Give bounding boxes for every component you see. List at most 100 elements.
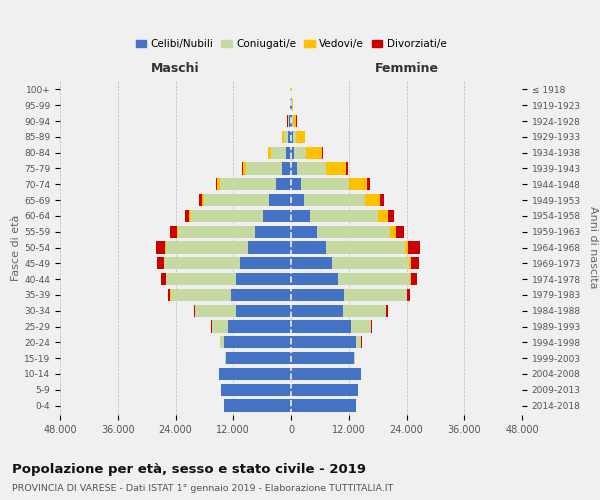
- Bar: [165, 242, 166, 254]
- Bar: [229, 320, 291, 332]
- Bar: [289, 115, 291, 127]
- Bar: [386, 304, 388, 317]
- Bar: [410, 257, 419, 270]
- Bar: [168, 288, 170, 301]
- Bar: [291, 336, 356, 348]
- Bar: [199, 194, 202, 206]
- Bar: [155, 242, 165, 254]
- Bar: [263, 210, 291, 222]
- Bar: [291, 194, 304, 206]
- Bar: [291, 352, 353, 364]
- Bar: [242, 162, 243, 174]
- Bar: [292, 99, 293, 112]
- Bar: [170, 226, 177, 238]
- Bar: [291, 273, 338, 285]
- Bar: [332, 257, 409, 270]
- Bar: [291, 320, 351, 332]
- Bar: [288, 115, 289, 127]
- Bar: [221, 384, 291, 396]
- Bar: [410, 273, 411, 285]
- Bar: [178, 226, 255, 238]
- Bar: [205, 194, 269, 206]
- Bar: [219, 368, 291, 380]
- Bar: [170, 288, 231, 301]
- Bar: [291, 384, 358, 396]
- Bar: [292, 115, 293, 127]
- Bar: [202, 194, 205, 206]
- Bar: [291, 146, 295, 159]
- Bar: [271, 146, 286, 159]
- Bar: [291, 368, 361, 380]
- Bar: [405, 242, 409, 254]
- Bar: [301, 178, 349, 190]
- Bar: [317, 226, 389, 238]
- Bar: [304, 194, 365, 206]
- Bar: [295, 146, 307, 159]
- Bar: [291, 130, 293, 143]
- Bar: [291, 304, 343, 317]
- Bar: [291, 257, 332, 270]
- Bar: [291, 288, 344, 301]
- Text: Maschi: Maschi: [151, 62, 200, 76]
- Bar: [166, 273, 236, 285]
- Y-axis label: Anni di nascita: Anni di nascita: [587, 206, 598, 289]
- Bar: [231, 288, 291, 301]
- Bar: [290, 99, 291, 112]
- Bar: [407, 288, 410, 301]
- Bar: [367, 178, 370, 190]
- Bar: [255, 226, 291, 238]
- Legend: Celibi/Nubili, Coniugati/e, Vedovi/e, Divorziati/e: Celibi/Nubili, Coniugati/e, Vedovi/e, Di…: [131, 35, 451, 54]
- Bar: [283, 162, 291, 174]
- Bar: [326, 242, 405, 254]
- Bar: [297, 162, 326, 174]
- Bar: [411, 273, 416, 285]
- Bar: [161, 273, 166, 285]
- Bar: [389, 226, 396, 238]
- Bar: [220, 336, 224, 348]
- Bar: [377, 210, 388, 222]
- Bar: [291, 242, 326, 254]
- Bar: [371, 320, 372, 332]
- Bar: [191, 210, 263, 222]
- Bar: [224, 400, 291, 411]
- Bar: [338, 273, 410, 285]
- Bar: [189, 210, 191, 222]
- Text: Femmine: Femmine: [374, 62, 439, 76]
- Bar: [291, 162, 297, 174]
- Bar: [291, 178, 301, 190]
- Bar: [243, 162, 246, 174]
- Bar: [291, 400, 356, 411]
- Bar: [349, 178, 367, 190]
- Bar: [226, 352, 291, 364]
- Bar: [269, 194, 291, 206]
- Bar: [217, 178, 220, 190]
- Bar: [291, 115, 292, 127]
- Bar: [166, 242, 248, 254]
- Bar: [236, 273, 291, 285]
- Bar: [365, 194, 380, 206]
- Bar: [353, 352, 355, 364]
- Bar: [322, 146, 323, 159]
- Bar: [293, 130, 296, 143]
- Bar: [246, 162, 283, 174]
- Bar: [185, 210, 189, 222]
- Bar: [268, 146, 271, 159]
- Bar: [283, 130, 284, 143]
- Bar: [248, 242, 291, 254]
- Bar: [396, 226, 404, 238]
- Bar: [284, 130, 289, 143]
- Bar: [177, 226, 178, 238]
- Bar: [409, 242, 420, 254]
- Bar: [224, 336, 291, 348]
- Bar: [326, 162, 346, 174]
- Bar: [212, 320, 229, 332]
- Bar: [275, 178, 291, 190]
- Bar: [351, 320, 371, 332]
- Bar: [157, 257, 164, 270]
- Bar: [241, 257, 291, 270]
- Bar: [344, 288, 407, 301]
- Bar: [289, 130, 291, 143]
- Bar: [293, 115, 296, 127]
- Bar: [291, 210, 310, 222]
- Text: PROVINCIA DI VARESE - Dati ISTAT 1° gennaio 2019 - Elaborazione TUTTITALIA.IT: PROVINCIA DI VARESE - Dati ISTAT 1° genn…: [12, 484, 394, 493]
